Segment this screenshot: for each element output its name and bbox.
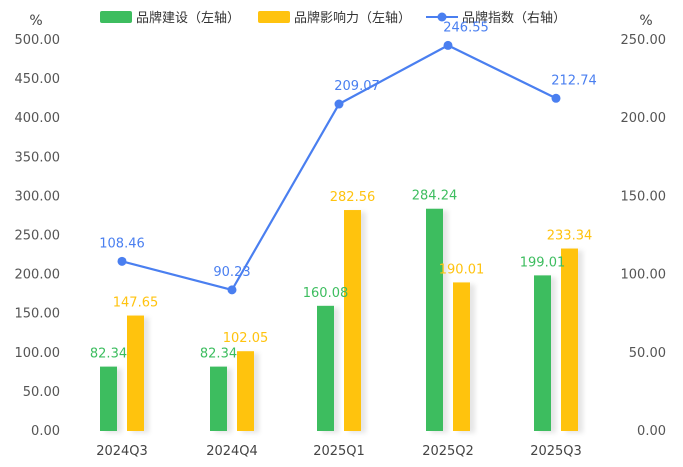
- bar-brand-influence: [453, 282, 470, 431]
- y-right-tick-label: 100.00: [621, 268, 667, 283]
- y-left-tick-label: 100.00: [15, 346, 61, 361]
- y-left-tick-label: 200.00: [15, 268, 61, 283]
- bar-brand-influence: [561, 248, 578, 431]
- y-left-tick-label: 0.00: [31, 424, 60, 439]
- y-right-axis: 0.00 50.00 100.00 150.00 200.00 250.00: [621, 33, 667, 439]
- bar-value-label: 284.24: [412, 189, 458, 204]
- bar-brand-building: [210, 366, 227, 431]
- line-value-label: 108.46: [99, 236, 145, 251]
- bar-value-label: 160.08: [303, 286, 349, 301]
- line-value-label: 212.74: [551, 73, 597, 88]
- y-left-unit: %: [29, 13, 42, 29]
- legend-swatch: [258, 11, 290, 23]
- y-left-axis: 0.00 50.00 100.00 150.00 200.00 250.00 300.00 3…: [15, 33, 61, 439]
- x-tick-label: 2025Q3: [530, 444, 582, 459]
- y-right-unit: %: [639, 13, 652, 29]
- x-axis: 2024Q3 2024Q4 2025Q1 2025Q2 2025Q3: [96, 444, 582, 459]
- line-value-label: 90.23: [213, 265, 250, 280]
- y-right-tick-label: 150.00: [621, 189, 667, 204]
- legend: 品牌建设（左轴） 品牌影响力（左轴） 品牌指数（右轴）: [100, 10, 566, 26]
- bar-value-label: 190.01: [439, 262, 485, 277]
- y-right-tick-label: 250.00: [621, 33, 667, 48]
- y-left-tick-label: 300.00: [15, 189, 61, 204]
- brand-index-point: [443, 40, 453, 50]
- bar-value-label: 282.56: [330, 190, 376, 205]
- x-tick-label: 2024Q4: [206, 444, 258, 459]
- legend-label: 品牌指数（右轴）: [462, 10, 566, 26]
- y-right-tick-label: 50.00: [629, 346, 666, 361]
- y-right-tick-label: 0.00: [637, 424, 666, 439]
- line-value-label: 209.07: [334, 79, 380, 94]
- legend-label: 品牌影响力（左轴）: [294, 10, 411, 26]
- y-left-tick-label: 250.00: [15, 229, 61, 244]
- brand-index-point: [551, 93, 561, 103]
- bar-brand-building: [317, 305, 334, 431]
- legend-swatch: [100, 11, 132, 23]
- brand-index-point: [227, 285, 237, 295]
- bar-series: [100, 208, 578, 431]
- line-series: [117, 40, 561, 295]
- bar-brand-influence: [344, 210, 361, 431]
- y-right-tick-label: 200.00: [621, 111, 667, 126]
- bar-brand-influence: [237, 351, 254, 431]
- bar-brand-building: [426, 208, 443, 431]
- bar-value-label: 102.05: [223, 331, 269, 346]
- bar-value-label: 147.65: [113, 296, 159, 311]
- brand-index-point: [334, 99, 344, 109]
- bar-brand-building: [100, 366, 117, 431]
- bar-value-label: 199.01: [520, 255, 566, 270]
- bar-value-label: 82.34: [90, 347, 127, 362]
- bar-value-label: 233.34: [547, 229, 593, 244]
- x-tick-label: 2024Q3: [96, 444, 148, 459]
- bar-brand-building: [534, 275, 551, 431]
- y-left-tick-label: 400.00: [15, 111, 61, 126]
- brand-index-point: [117, 256, 127, 266]
- y-left-tick-label: 450.00: [15, 72, 61, 87]
- legend-marker: [437, 12, 447, 22]
- bar-brand-influence: [127, 315, 144, 431]
- y-left-tick-label: 150.00: [15, 307, 61, 322]
- bar-value-label: 82.34: [200, 347, 237, 362]
- data-labels: 82.34 82.34 160.08 284.24 199.01 147.65 102.05…: [90, 20, 597, 361]
- x-tick-label: 2025Q2: [422, 444, 474, 459]
- y-left-tick-label: 350.00: [15, 150, 61, 165]
- x-tick-label: 2025Q1: [313, 444, 365, 459]
- legend-label: 品牌建设（左轴）: [136, 10, 240, 26]
- line-value-label: 246.55: [443, 20, 489, 35]
- y-left-tick-label: 50.00: [23, 385, 60, 400]
- y-left-tick-label: 500.00: [15, 33, 61, 48]
